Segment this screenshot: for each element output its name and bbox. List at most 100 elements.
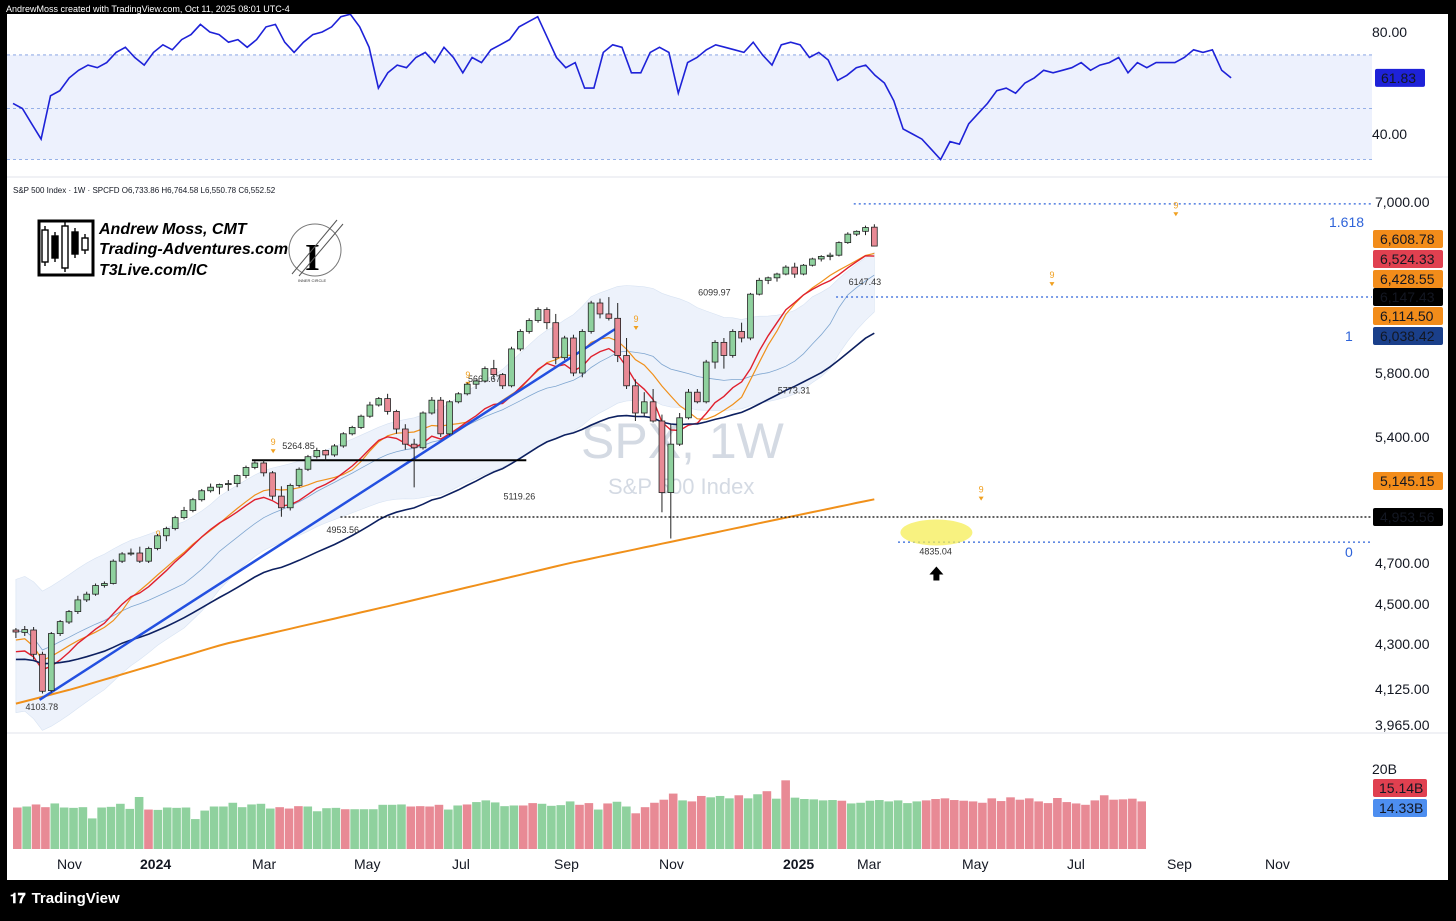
volume-bar xyxy=(500,806,509,849)
logo-candle-1 xyxy=(51,235,59,259)
candle-body xyxy=(21,629,29,633)
candle-body xyxy=(189,499,197,511)
time-tick-2024: 2024 xyxy=(140,856,171,872)
candle-body xyxy=(702,361,710,403)
candle-body xyxy=(658,420,666,493)
td-count-label: 9 xyxy=(979,485,984,495)
volume-bar xyxy=(22,806,31,849)
logo-candle-3 xyxy=(71,231,79,255)
candle-body xyxy=(764,277,772,281)
candle-body xyxy=(136,552,144,562)
candle-body xyxy=(216,484,223,488)
chart-canvas[interactable]: 80.00 40.00 61.83 S&P 500 Index · 1W · SPCF… xyxy=(7,14,1448,880)
time-tick-Nov: Nov xyxy=(1265,856,1290,872)
candle-body xyxy=(756,279,763,295)
candle-body xyxy=(809,258,816,266)
candle-body xyxy=(791,266,798,275)
candle-body xyxy=(472,380,480,385)
candle-body xyxy=(357,415,365,428)
volume-bar xyxy=(762,791,772,849)
volume-bar xyxy=(50,803,60,849)
volume-bar xyxy=(1071,803,1081,849)
price-label-bg xyxy=(1373,327,1443,345)
volume-bar xyxy=(1006,797,1015,849)
volume-bar xyxy=(837,800,847,849)
candles-layer xyxy=(12,224,878,694)
price-annotation-5264.85: 5264.85 xyxy=(282,441,315,451)
volume-bar xyxy=(1015,799,1025,849)
candle-body xyxy=(800,264,807,275)
volume-bar xyxy=(31,804,41,849)
volume-bar xyxy=(903,803,912,849)
candle-body xyxy=(826,254,834,257)
candle-body xyxy=(39,653,46,692)
candle-body xyxy=(375,398,383,406)
td-arrow-icon xyxy=(270,449,276,454)
logo-candle-2 xyxy=(61,225,69,269)
volume-bar xyxy=(893,800,903,849)
chart-panel[interactable]: 80.00 40.00 61.83 S&P 500 Index · 1W · SPCF… xyxy=(7,14,1448,880)
volume-bar xyxy=(1062,802,1072,849)
watermark-name: S&P 500 Index xyxy=(608,474,754,499)
volume-bar xyxy=(116,803,125,849)
volume-bar xyxy=(968,801,978,849)
volume-bar xyxy=(444,809,453,849)
low-highlight xyxy=(900,519,973,546)
volume-bar xyxy=(921,800,931,849)
price-tick: 4,125.00 xyxy=(1375,681,1430,697)
volume-bar xyxy=(584,803,594,849)
price-label: 4,953.56 xyxy=(1380,509,1435,525)
volume-bar xyxy=(1024,798,1034,849)
candle-body xyxy=(56,621,64,634)
volume-bar xyxy=(781,780,790,849)
volume-bar xyxy=(209,806,219,849)
candle-body xyxy=(260,462,268,474)
inner-circle-badge-icon xyxy=(288,223,342,277)
time-tick-Sep: Sep xyxy=(1167,856,1192,872)
price-label-bg xyxy=(1373,472,1443,490)
price-tick: 4,300.00 xyxy=(1375,636,1430,652)
candle-body xyxy=(171,517,179,529)
volume-bar xyxy=(69,807,78,849)
candle-body xyxy=(499,374,506,387)
volume-bar xyxy=(518,805,528,849)
candle-body xyxy=(286,484,294,509)
volume-bar xyxy=(771,798,781,849)
volume-bar xyxy=(828,800,837,849)
price-label: 6,428.55 xyxy=(1380,271,1435,287)
volume-bar xyxy=(697,795,706,849)
volume-bar xyxy=(547,805,556,849)
candle-body xyxy=(835,242,843,256)
candle-body xyxy=(720,341,728,356)
candle-body xyxy=(401,428,409,445)
candle-body xyxy=(738,331,745,339)
price-tick: 4,700.00 xyxy=(1375,555,1430,571)
volume-bar xyxy=(940,798,950,849)
volume-bar xyxy=(846,803,856,849)
candle-body xyxy=(676,417,683,445)
price-tick: 3,965.00 xyxy=(1375,717,1430,733)
price-annotation-4835.04: 4835.04 xyxy=(919,547,952,557)
candle-body xyxy=(481,368,489,382)
price-label-bg xyxy=(1373,250,1443,268)
volume-bar xyxy=(1118,799,1128,849)
time-axis: Nov 2024 Mar May Jul Sep Nov 2025 Mar May Jul Sep No… xyxy=(57,856,1290,872)
candle-body xyxy=(127,552,135,555)
candle-body xyxy=(570,337,577,374)
volume-bar xyxy=(172,807,181,849)
price-annotation-5119.26: 5119.26 xyxy=(503,491,535,501)
candle-body xyxy=(437,399,444,435)
volume-bar xyxy=(106,806,116,849)
candle-body xyxy=(322,450,329,456)
candle-body xyxy=(145,548,152,562)
candle-body xyxy=(623,355,630,387)
volume-bar xyxy=(219,806,228,849)
volume-bar xyxy=(247,804,256,849)
time-tick-Nov: Nov xyxy=(57,856,82,872)
candle-body xyxy=(92,585,99,595)
volume-bar xyxy=(1090,800,1100,849)
candle-body xyxy=(817,256,825,260)
tradingview-footer: 𝟏𝟕 TradingView xyxy=(10,890,120,907)
candle-body xyxy=(871,226,878,247)
volume-bar xyxy=(565,801,575,849)
